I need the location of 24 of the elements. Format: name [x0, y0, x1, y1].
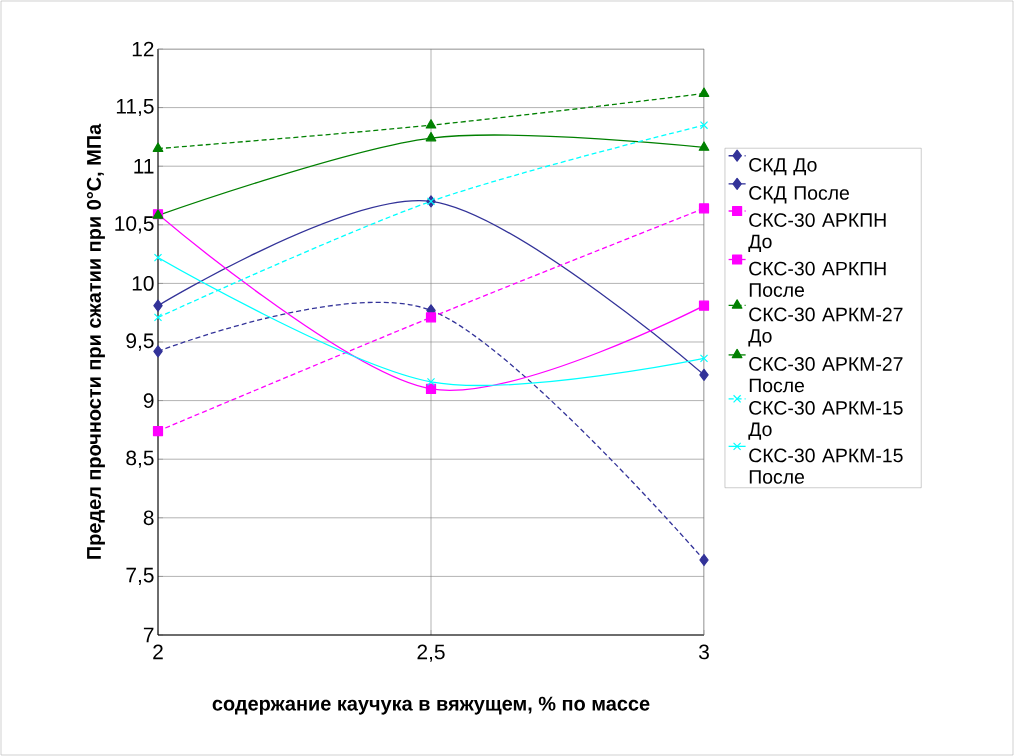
x-tick-label: 2	[153, 644, 163, 660]
legend-label: СКС-30 АРКМ-15 После	[749, 448, 903, 484]
y-tick-label: 10	[132, 275, 154, 291]
x-tick-label: 2,5	[417, 644, 445, 662]
y-tick-label: 11	[134, 159, 154, 174]
legend-label: СКД До	[749, 157, 817, 176]
y-tick-label: 7	[143, 627, 154, 643]
y-tick-label: 7,5	[126, 567, 154, 585]
legend-label: СКС-30 АРКПН После	[749, 261, 886, 297]
y-axis-title: Предел прочности при сжатии при 0°С, МПа	[86, 123, 105, 559]
legend-label: СКД После	[749, 186, 849, 204]
y-tick-label: 9	[143, 393, 154, 408]
y-tick-label: 11,5	[116, 99, 154, 117]
legend-label: СКС-30 АРКМ-15 До	[748, 401, 903, 440]
y-tick-label: 12	[132, 41, 154, 57]
y-tick-label: 9,5	[126, 333, 154, 351]
legend-label: СКС-30 АРКМ-27 После	[749, 357, 903, 393]
y-tick-label: 10,5	[115, 216, 154, 234]
y-tick-label: 8,5	[126, 450, 154, 468]
legend-label: СКС-30 АРКПН До	[748, 213, 886, 253]
x-axis-title: содержание каучука в вяжущем, % по массе	[212, 696, 650, 715]
y-tick-label: 8	[143, 510, 154, 526]
legend-label: СКС-30 АРКМ-27 До	[748, 307, 903, 347]
x-tick-label: 3	[698, 644, 709, 660]
